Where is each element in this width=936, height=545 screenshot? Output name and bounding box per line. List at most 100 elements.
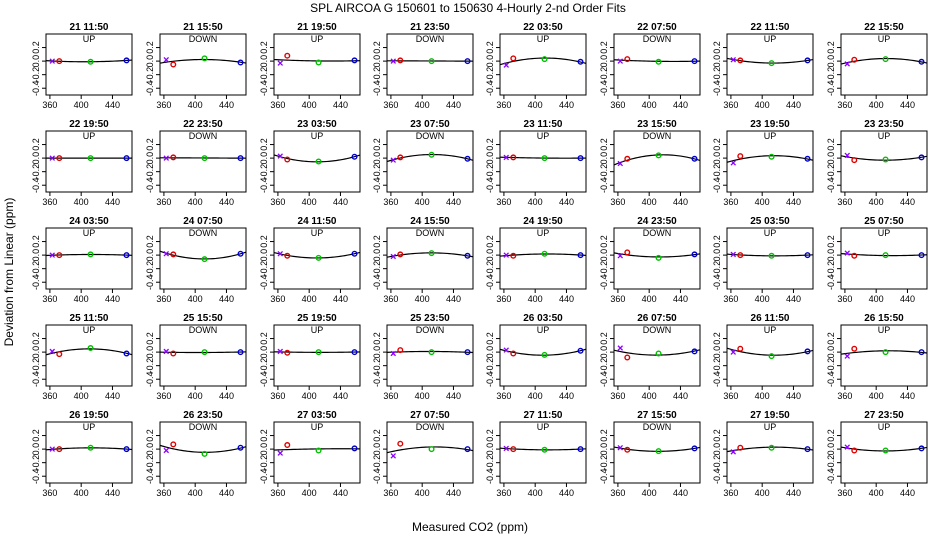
x-tick-label: 360 (837, 197, 852, 207)
y-tick-label: 0.2 (145, 235, 155, 248)
data-point (845, 354, 850, 359)
x-tick-label: 360 (156, 391, 171, 401)
x-tick-label: 360 (837, 100, 852, 110)
panel-title: 26 07:50 (637, 313, 677, 324)
x-tick-label: 400 (302, 488, 317, 498)
y-tick-label: -0.4 (826, 468, 836, 484)
x-tick-label: 360 (610, 488, 625, 498)
data-point (278, 61, 283, 66)
x-tick-label: 400 (642, 391, 657, 401)
data-point (391, 454, 396, 459)
y-tick-label: -0.2 (599, 455, 609, 471)
x-tick-label: 440 (446, 294, 461, 304)
x-tick-label: 360 (610, 391, 625, 401)
x-tick-label: 360 (42, 197, 57, 207)
panel-title: 22 07:50 (637, 22, 677, 33)
x-tick-label: 400 (74, 197, 89, 207)
data-point (511, 56, 516, 61)
x-tick-label: 360 (42, 294, 57, 304)
x-tick-label: 360 (383, 294, 398, 304)
panel-title: 24 07:50 (183, 216, 223, 227)
y-tick-label: 0.0 (712, 346, 722, 359)
y-tick-label: -0.4 (372, 274, 382, 290)
y-tick-label: -0.2 (31, 358, 41, 374)
panel-title: 24 15:50 (410, 216, 450, 227)
x-tick-label: 400 (302, 100, 317, 110)
data-point (738, 346, 743, 351)
y-tick-label: 0.0 (31, 346, 41, 359)
y-tick-label: -0.4 (31, 468, 41, 484)
y-tick-label: 0.2 (712, 429, 722, 442)
panel-title: 21 11:50 (70, 22, 109, 33)
x-tick-label: 440 (673, 197, 688, 207)
x-tick-label: 440 (446, 197, 461, 207)
y-tick-label: -0.4 (31, 80, 41, 96)
panel-title: 22 11:50 (751, 22, 790, 33)
panel-title: 22 23:50 (183, 119, 223, 130)
panel-title: 25 07:50 (864, 216, 904, 227)
x-tick-label: 440 (446, 488, 461, 498)
panel-direction: UP (537, 228, 550, 238)
data-point (769, 154, 774, 159)
data-point (316, 448, 321, 453)
panel-direction: DOWN (189, 34, 218, 44)
y-tick-label: 0.2 (826, 332, 836, 345)
y-tick-label: 0.2 (599, 429, 609, 442)
y-tick-label: 0.0 (826, 346, 836, 359)
x-tick-label: 400 (188, 197, 203, 207)
data-point (285, 350, 290, 355)
y-tick-label: 0.2 (599, 235, 609, 248)
x-tick-label: 400 (642, 100, 657, 110)
x-tick-label: 400 (869, 197, 884, 207)
x-tick-label: 360 (723, 197, 738, 207)
x-tick-label: 440 (786, 294, 801, 304)
x-tick-label: 440 (900, 100, 915, 110)
y-tick-label: -0.4 (145, 371, 155, 387)
x-tick-label: 440 (219, 197, 234, 207)
panel-title: 25 11:50 (70, 313, 109, 324)
data-point (625, 355, 630, 360)
y-tick-label: -0.4 (145, 468, 155, 484)
y-tick-label: -0.2 (145, 164, 155, 180)
y-tick-label: 0.2 (485, 41, 495, 54)
panel-title: 23 15:50 (637, 119, 677, 130)
x-tick-label: 400 (302, 391, 317, 401)
x-tick-label: 400 (74, 100, 89, 110)
y-tick-label: -0.2 (599, 67, 609, 83)
x-tick-label: 440 (105, 294, 120, 304)
y-axis-label: Deviation from Linear (ppm) (2, 198, 16, 347)
y-tick-label: -0.4 (259, 468, 269, 484)
y-tick-label: -0.2 (712, 261, 722, 277)
panel-direction: DOWN (416, 422, 445, 432)
y-tick-label: -0.4 (145, 80, 155, 96)
x-tick-label: 400 (528, 100, 543, 110)
y-tick-label: -0.4 (372, 80, 382, 96)
y-tick-label: -0.4 (145, 274, 155, 290)
y-tick-label: 0.2 (372, 41, 382, 54)
y-tick-label: 0.2 (31, 41, 41, 54)
x-tick-label: 400 (528, 391, 543, 401)
data-point (542, 57, 547, 62)
x-tick-label: 360 (496, 391, 511, 401)
panel-direction: DOWN (416, 228, 445, 238)
x-tick-label: 360 (723, 294, 738, 304)
y-tick-label: 0.0 (712, 443, 722, 456)
x-tick-label: 440 (559, 488, 574, 498)
y-tick-label: -0.4 (712, 177, 722, 193)
panel-title: 26 11:50 (751, 313, 790, 324)
panel-title: 21 19:50 (297, 22, 337, 33)
y-tick-label: -0.4 (712, 274, 722, 290)
panel-direction: DOWN (643, 325, 672, 335)
y-tick-label: 0.2 (145, 429, 155, 442)
y-tick-label: 0.0 (145, 443, 155, 456)
data-point (656, 256, 661, 261)
x-tick-label: 440 (900, 391, 915, 401)
